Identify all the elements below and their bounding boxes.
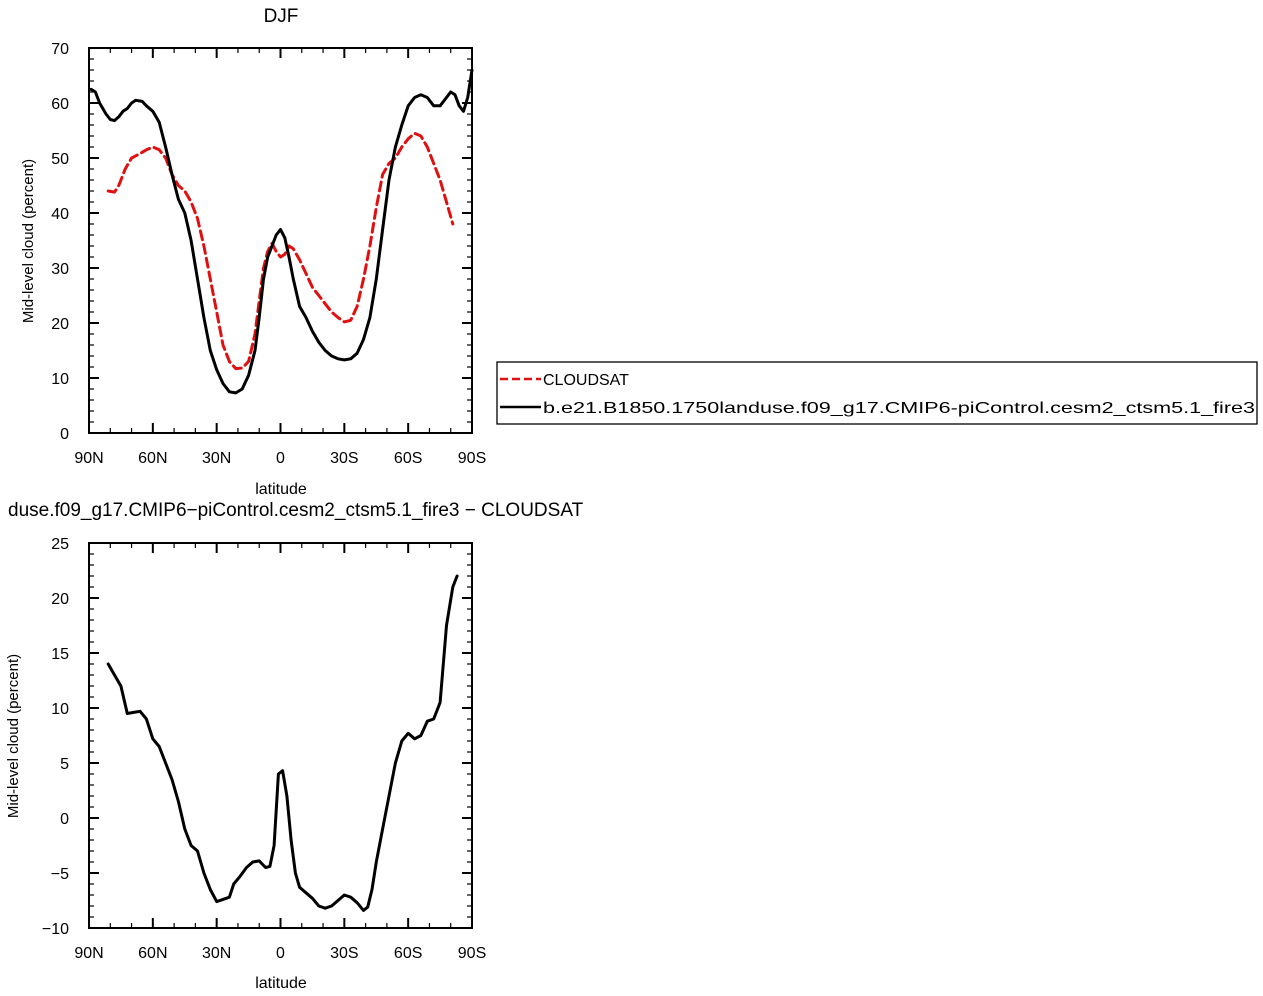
y-tick-label: 50 [51, 151, 69, 168]
y-tick-label: 40 [51, 206, 69, 223]
x-tick-label: 30N [202, 945, 231, 962]
legend-box [496, 361, 1258, 425]
y-tick-label: 30 [51, 261, 69, 278]
bottom-xlabel: latitude [255, 975, 307, 992]
y-tick-label: 10 [51, 701, 69, 718]
x-tick-label: 60S [394, 945, 422, 962]
y-tick-label: 0 [60, 811, 69, 828]
x-tick-label: 0 [276, 945, 285, 962]
legend-label-cloudsat: CLOUDSAT [543, 372, 629, 389]
x-tick-label: 90N [74, 945, 103, 962]
y-tick-label: 60 [51, 96, 69, 113]
y-tick-label: 15 [51, 646, 69, 663]
legend: CLOUDSAT b.e21.B1850.1750landuse.f09_g17… [496, 361, 1258, 425]
y-tick-label: −10 [42, 921, 69, 938]
x-tick-label: 60N [138, 450, 167, 467]
bottom-plot-frame [88, 542, 473, 929]
y-tick-label: 70 [51, 41, 69, 58]
x-tick-label: 30N [202, 450, 231, 467]
x-tick-label: 60S [394, 450, 422, 467]
legend-label-model: b.e21.B1850.1750landuse.f09_g17.CMIP6-pi… [543, 400, 1255, 417]
y-tick-label: 10 [51, 371, 69, 388]
x-tick-label: 90N [74, 450, 103, 467]
x-tick-label: 30S [330, 450, 358, 467]
y-tick-label: −5 [51, 866, 69, 883]
y-tick-label: 20 [51, 591, 69, 608]
top-xlabel: latitude [255, 481, 307, 498]
x-tick-label: 90S [458, 450, 486, 467]
y-tick-label: 25 [51, 536, 69, 553]
y-tick-label: 20 [51, 316, 69, 333]
bottom-ylabel: Mid-level cloud (percent) [5, 654, 22, 818]
bottom-panel: duse.f09_g17.CMIP6−piControl.cesm2_ctsm5… [5, 500, 584, 992]
top-title: DJF [264, 6, 299, 27]
series-line-difference [106, 574, 459, 912]
x-tick-label: 0 [276, 450, 285, 467]
x-tick-label: 30S [330, 945, 358, 962]
y-tick-label: 0 [60, 426, 69, 443]
bottom-title: duse.f09_g17.CMIP6−piControl.cesm2_ctsm5… [8, 500, 584, 521]
top-plot-frame [88, 47, 473, 434]
x-tick-label: 90S [458, 945, 486, 962]
series-line-b [89, 68, 474, 395]
x-tick-label: 60N [138, 945, 167, 962]
top-ylabel: Mid-level cloud (percent) [20, 159, 37, 323]
series-line-cloudsat [106, 131, 455, 371]
y-tick-label: 5 [60, 756, 69, 773]
top-panel: DJF Mid-level cloud (percent) latitude 9… [20, 6, 486, 498]
